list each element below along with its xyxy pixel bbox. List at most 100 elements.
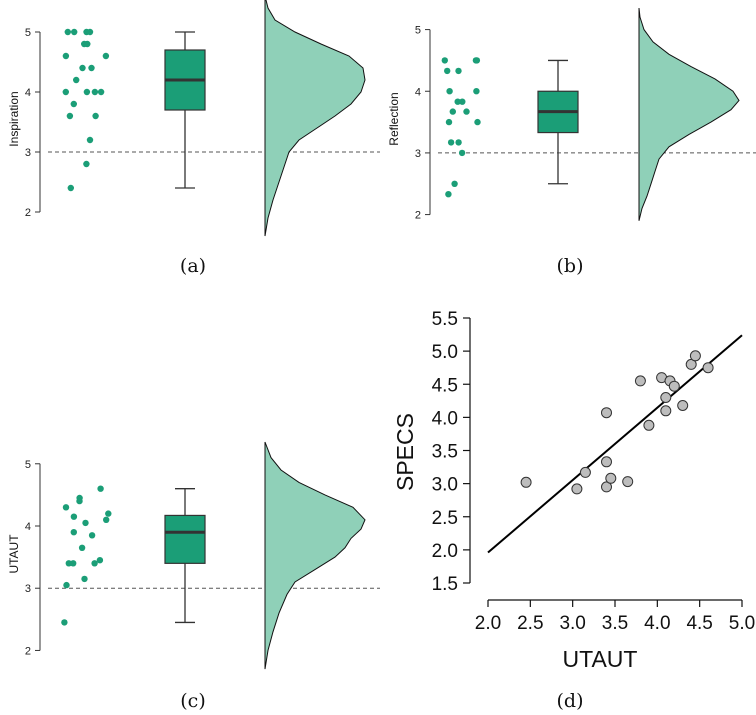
rain-point xyxy=(70,560,77,567)
scatter-point xyxy=(702,362,714,374)
rain-point xyxy=(73,76,80,84)
rain-point xyxy=(96,557,104,564)
x-tick-label: 2.0 xyxy=(475,613,501,634)
rain-point xyxy=(88,532,96,539)
rain-point xyxy=(444,67,451,75)
y-tick-label: 3.0 xyxy=(432,475,458,496)
y-tick-label: 4.5 xyxy=(432,375,458,396)
y-tick-label: 3 xyxy=(25,147,31,159)
rain-point xyxy=(105,510,112,517)
y-tick-label: 5.0 xyxy=(432,342,458,363)
scatter-point xyxy=(685,358,697,370)
rain-point xyxy=(92,112,99,120)
rain-point xyxy=(62,88,69,96)
rain-point xyxy=(447,139,455,146)
scatter-point xyxy=(601,481,612,493)
rain-point xyxy=(91,88,99,96)
y-tick-label: 5 xyxy=(25,459,31,471)
rain-point xyxy=(82,519,89,527)
rain-point xyxy=(71,28,78,36)
rain-point xyxy=(65,560,73,567)
rain-point xyxy=(81,575,88,583)
rain-point xyxy=(451,180,458,187)
scatter-point xyxy=(660,405,672,417)
rain-point xyxy=(463,108,470,115)
y-tick-label: 4 xyxy=(415,86,421,98)
panel-caption: (b) xyxy=(557,255,584,277)
y-tick-label: 5 xyxy=(25,27,31,39)
y-tick-label: 5.5 xyxy=(432,309,458,330)
scatter-point xyxy=(571,483,583,495)
rain-point xyxy=(459,98,466,105)
density-cloud xyxy=(638,7,740,221)
density-cloud xyxy=(264,441,366,670)
rain-point xyxy=(441,57,448,64)
y-axis-label: UTAUT xyxy=(7,534,21,574)
y-tick-label: 2 xyxy=(25,207,31,219)
scatter-point xyxy=(601,456,612,468)
x-tick-label: 4.5 xyxy=(686,613,712,634)
rain-point xyxy=(454,98,461,105)
scatter-point xyxy=(660,392,672,403)
rain-point xyxy=(91,560,98,567)
y-tick-label: 2.5 xyxy=(432,508,458,529)
panel-caption: (a) xyxy=(180,255,206,277)
rain-point xyxy=(97,88,105,96)
y-axis-label: Reflection xyxy=(387,92,401,145)
x-tick-label: 3.0 xyxy=(559,613,585,634)
rain-point xyxy=(61,619,68,626)
scatter-point xyxy=(605,472,617,484)
rain-point xyxy=(88,64,95,72)
rain-point xyxy=(83,88,91,96)
y-tick-label: 3 xyxy=(415,148,421,160)
x-tick-label: 3.5 xyxy=(602,613,628,634)
rain-point xyxy=(445,118,453,126)
rain-point xyxy=(70,100,78,108)
scatter-point xyxy=(579,466,591,478)
rain-point xyxy=(64,28,72,36)
y-tick-label: 2 xyxy=(415,210,421,222)
iqr-box xyxy=(164,514,206,564)
scatter-point xyxy=(601,407,612,419)
scatter-point xyxy=(643,419,655,431)
x-tick-label: 5.0 xyxy=(729,613,755,634)
rain-point xyxy=(84,40,91,48)
x-tick-label: 2.5 xyxy=(517,613,543,634)
y-tick-label: 4 xyxy=(25,521,31,533)
rain-point xyxy=(458,149,466,157)
y-tick-label: 5 xyxy=(415,25,421,37)
rain-point xyxy=(66,112,74,120)
scatter-point xyxy=(689,350,701,362)
density-cloud xyxy=(264,0,366,237)
panel-caption: (c) xyxy=(180,690,205,712)
rain-point xyxy=(449,108,456,115)
rain-point xyxy=(86,136,94,144)
rain-point xyxy=(83,160,90,168)
y-tick-label: 4.0 xyxy=(432,408,458,429)
y-axis-label: SPECS xyxy=(392,413,418,491)
rain-point xyxy=(86,28,94,36)
rain-point xyxy=(473,88,480,95)
y-tick-label: 2 xyxy=(25,645,31,657)
rain-point xyxy=(70,529,78,536)
rain-point xyxy=(474,118,481,126)
y-tick-label: 3 xyxy=(25,583,31,595)
rain-point xyxy=(446,88,453,95)
x-tick-label: 4.0 xyxy=(644,613,670,634)
regression-line xyxy=(487,334,743,554)
y-tick-label: 2.0 xyxy=(432,541,458,562)
y-tick-label: 3.5 xyxy=(432,442,458,463)
rain-point xyxy=(67,184,75,192)
y-axis-label: Inspiration xyxy=(7,91,21,146)
scatter-point xyxy=(677,400,689,411)
scatter-point xyxy=(520,476,532,488)
rain-point xyxy=(103,516,110,523)
y-tick-label: 4 xyxy=(25,87,31,99)
rain-point xyxy=(78,544,86,551)
rain-point xyxy=(70,513,78,520)
panel-caption: (d) xyxy=(557,690,584,712)
rain-point xyxy=(63,581,70,589)
rain-point xyxy=(102,52,110,60)
y-tick-label: 1.5 xyxy=(432,574,458,595)
